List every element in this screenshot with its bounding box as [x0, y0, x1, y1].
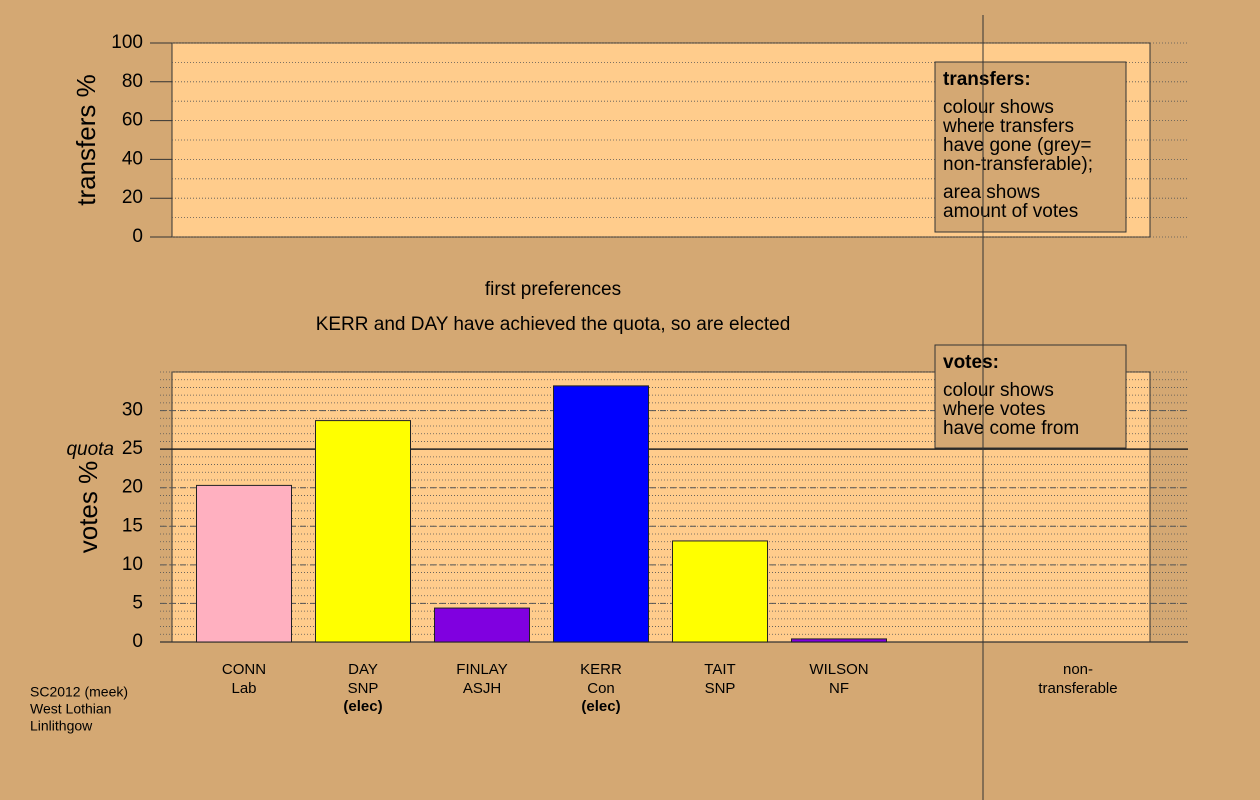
footer-line: Linlithgow [30, 718, 93, 734]
x-tick-label: WILSON [809, 661, 868, 678]
y-tick-label: 20 [122, 477, 143, 498]
elected-label: (elec) [581, 698, 620, 715]
x-tick-sublabel: ASJH [463, 680, 501, 697]
x-tick-sublabel: SNP [705, 680, 736, 697]
y-tick-label: 100 [111, 32, 143, 53]
y-tick-label: 30 [122, 400, 143, 421]
x-tick-sublabel: transferable [1038, 680, 1117, 697]
footer-line: West Lothian [30, 701, 111, 717]
y-tick-label: 0 [132, 226, 143, 247]
bar [791, 638, 887, 643]
chart-subtitle: KERR and DAY have achieved the quota, so… [316, 314, 791, 335]
x-tick-label: DAY [348, 661, 378, 678]
bar [672, 540, 768, 643]
y-tick-label: 80 [122, 71, 143, 92]
y-tick-label: 60 [122, 110, 143, 131]
legend-text: amount of votes [943, 201, 1078, 222]
quota-label: quota [66, 439, 114, 460]
footer-line: SC2012 (meek) [30, 684, 128, 700]
y-tick-label: 40 [122, 148, 143, 169]
bar [315, 420, 411, 643]
x-tick-label: non- [1063, 661, 1093, 678]
legend-text: colour shows [943, 380, 1054, 401]
bar [196, 484, 292, 643]
legend-text: area shows [943, 182, 1040, 203]
elected-label: (elec) [343, 698, 382, 715]
y-tick-label: 25 [122, 438, 143, 459]
y-tick-label: 15 [122, 515, 143, 536]
y-axis-label: transfers % [71, 74, 101, 206]
x-tick-label: TAIT [704, 661, 735, 678]
legend-text: where transfers [942, 116, 1074, 137]
bar [553, 385, 649, 643]
chart-title: first preferences [485, 279, 621, 300]
legend-text: colour shows [943, 97, 1054, 118]
legend-text: where votes [942, 399, 1045, 420]
legend-box [934, 344, 1127, 449]
y-tick-label: 10 [122, 554, 143, 575]
x-tick-label: FINLAY [456, 661, 507, 678]
legend-text: have come from [943, 418, 1079, 439]
legend-title: transfers: [943, 69, 1031, 90]
y-tick-label: 20 [122, 187, 143, 208]
x-tick-sublabel: SNP [348, 680, 379, 697]
y-tick-label: 0 [132, 631, 143, 652]
x-tick-sublabel: Lab [231, 680, 256, 697]
legend-text: have gone (grey= [943, 135, 1091, 156]
y-axis-label: votes % [73, 461, 103, 554]
bar [434, 607, 530, 643]
legend-text: non-transferable); [943, 154, 1093, 175]
legend-title: votes: [943, 352, 999, 373]
x-tick-sublabel: Con [587, 680, 615, 697]
y-tick-label: 5 [132, 592, 143, 613]
x-tick-sublabel: NF [829, 680, 849, 697]
legend-box [934, 61, 1127, 233]
x-tick-label: CONN [222, 661, 266, 678]
x-tick-label: KERR [580, 661, 622, 678]
